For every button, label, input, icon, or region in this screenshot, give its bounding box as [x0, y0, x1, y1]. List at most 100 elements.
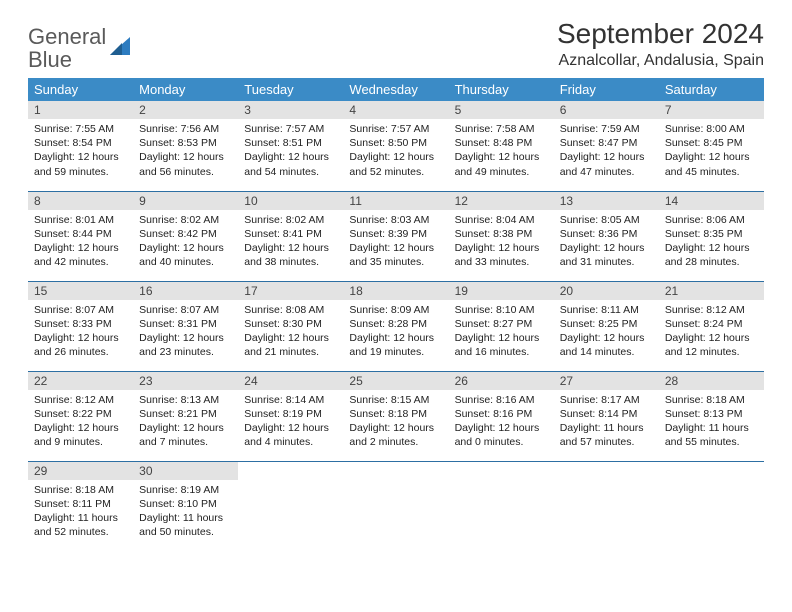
calendar-cell: 1Sunrise: 7:55 AMSunset: 8:54 PMDaylight…: [28, 101, 133, 191]
day-details: Sunrise: 8:06 AMSunset: 8:35 PMDaylight:…: [659, 210, 764, 274]
day-details: Sunrise: 8:19 AMSunset: 8:10 PMDaylight:…: [133, 480, 238, 544]
calendar-cell: 19Sunrise: 8:10 AMSunset: 8:27 PMDayligh…: [449, 281, 554, 371]
calendar-cell: 28Sunrise: 8:18 AMSunset: 8:13 PMDayligh…: [659, 371, 764, 461]
calendar-cell: 9Sunrise: 8:02 AMSunset: 8:42 PMDaylight…: [133, 191, 238, 281]
day-details: Sunrise: 7:56 AMSunset: 8:53 PMDaylight:…: [133, 119, 238, 183]
day-details: Sunrise: 8:08 AMSunset: 8:30 PMDaylight:…: [238, 300, 343, 364]
calendar-row: 8Sunrise: 8:01 AMSunset: 8:44 PMDaylight…: [28, 191, 764, 281]
weekday-header: Wednesday: [343, 78, 448, 101]
day-number: 15: [28, 282, 133, 300]
weekday-header: Monday: [133, 78, 238, 101]
day-details: Sunrise: 8:14 AMSunset: 8:19 PMDaylight:…: [238, 390, 343, 454]
calendar-cell: 5Sunrise: 7:58 AMSunset: 8:48 PMDaylight…: [449, 101, 554, 191]
day-number: 8: [28, 192, 133, 210]
day-number: 13: [554, 192, 659, 210]
day-details: Sunrise: 7:57 AMSunset: 8:50 PMDaylight:…: [343, 119, 448, 183]
calendar-row: 29Sunrise: 8:18 AMSunset: 8:11 PMDayligh…: [28, 461, 764, 551]
day-number: 20: [554, 282, 659, 300]
day-details: Sunrise: 7:57 AMSunset: 8:51 PMDaylight:…: [238, 119, 343, 183]
day-number: 18: [343, 282, 448, 300]
calendar-cell: 23Sunrise: 8:13 AMSunset: 8:21 PMDayligh…: [133, 371, 238, 461]
logo-text: General Blue: [28, 26, 106, 72]
day-details: Sunrise: 8:03 AMSunset: 8:39 PMDaylight:…: [343, 210, 448, 274]
logo-sail-icon: [108, 33, 134, 59]
day-number: 24: [238, 372, 343, 390]
day-details: Sunrise: 8:02 AMSunset: 8:42 PMDaylight:…: [133, 210, 238, 274]
calendar-cell: 21Sunrise: 8:12 AMSunset: 8:24 PMDayligh…: [659, 281, 764, 371]
logo-text-gray: General: [28, 24, 106, 49]
day-details: Sunrise: 7:58 AMSunset: 8:48 PMDaylight:…: [449, 119, 554, 183]
calendar-cell: 22Sunrise: 8:12 AMSunset: 8:22 PMDayligh…: [28, 371, 133, 461]
day-number: 25: [343, 372, 448, 390]
day-details: Sunrise: 8:07 AMSunset: 8:31 PMDaylight:…: [133, 300, 238, 364]
day-number: 16: [133, 282, 238, 300]
day-number: 22: [28, 372, 133, 390]
calendar-cell: [238, 461, 343, 551]
day-number: 11: [343, 192, 448, 210]
location-text: Aznalcollar, Andalusia, Spain: [557, 52, 764, 70]
day-number: 23: [133, 372, 238, 390]
calendar-cell: 6Sunrise: 7:59 AMSunset: 8:47 PMDaylight…: [554, 101, 659, 191]
day-details: Sunrise: 8:10 AMSunset: 8:27 PMDaylight:…: [449, 300, 554, 364]
calendar-row: 15Sunrise: 8:07 AMSunset: 8:33 PMDayligh…: [28, 281, 764, 371]
calendar-cell: [449, 461, 554, 551]
day-details: Sunrise: 8:09 AMSunset: 8:28 PMDaylight:…: [343, 300, 448, 364]
calendar-table: SundayMondayTuesdayWednesdayThursdayFrid…: [28, 78, 764, 551]
calendar-cell: 29Sunrise: 8:18 AMSunset: 8:11 PMDayligh…: [28, 461, 133, 551]
calendar-cell: 8Sunrise: 8:01 AMSunset: 8:44 PMDaylight…: [28, 191, 133, 281]
calendar-cell: 20Sunrise: 8:11 AMSunset: 8:25 PMDayligh…: [554, 281, 659, 371]
day-details: Sunrise: 8:18 AMSunset: 8:11 PMDaylight:…: [28, 480, 133, 544]
day-number: 27: [554, 372, 659, 390]
calendar-cell: [343, 461, 448, 551]
calendar-cell: [659, 461, 764, 551]
day-number: 12: [449, 192, 554, 210]
calendar-cell: 10Sunrise: 8:02 AMSunset: 8:41 PMDayligh…: [238, 191, 343, 281]
calendar-cell: 16Sunrise: 8:07 AMSunset: 8:31 PMDayligh…: [133, 281, 238, 371]
calendar-page: General Blue September 2024 Aznalcollar,…: [0, 0, 792, 569]
day-details: Sunrise: 7:55 AMSunset: 8:54 PMDaylight:…: [28, 119, 133, 183]
day-number: 29: [28, 462, 133, 480]
calendar-head: SundayMondayTuesdayWednesdayThursdayFrid…: [28, 78, 764, 101]
calendar-cell: 14Sunrise: 8:06 AMSunset: 8:35 PMDayligh…: [659, 191, 764, 281]
day-details: Sunrise: 8:12 AMSunset: 8:22 PMDaylight:…: [28, 390, 133, 454]
day-number: 9: [133, 192, 238, 210]
day-number: 14: [659, 192, 764, 210]
day-details: Sunrise: 8:04 AMSunset: 8:38 PMDaylight:…: [449, 210, 554, 274]
title-block: September 2024 Aznalcollar, Andalusia, S…: [557, 18, 764, 70]
day-number: 21: [659, 282, 764, 300]
calendar-cell: 15Sunrise: 8:07 AMSunset: 8:33 PMDayligh…: [28, 281, 133, 371]
calendar-cell: 4Sunrise: 7:57 AMSunset: 8:50 PMDaylight…: [343, 101, 448, 191]
day-details: Sunrise: 8:15 AMSunset: 8:18 PMDaylight:…: [343, 390, 448, 454]
weekday-header: Thursday: [449, 78, 554, 101]
calendar-cell: 17Sunrise: 8:08 AMSunset: 8:30 PMDayligh…: [238, 281, 343, 371]
day-number: 3: [238, 101, 343, 119]
calendar-cell: 3Sunrise: 7:57 AMSunset: 8:51 PMDaylight…: [238, 101, 343, 191]
brand-logo: General Blue: [28, 26, 134, 72]
day-number: 7: [659, 101, 764, 119]
day-details: Sunrise: 7:59 AMSunset: 8:47 PMDaylight:…: [554, 119, 659, 183]
day-number: 26: [449, 372, 554, 390]
header: General Blue September 2024 Aznalcollar,…: [28, 18, 764, 72]
calendar-cell: 13Sunrise: 8:05 AMSunset: 8:36 PMDayligh…: [554, 191, 659, 281]
day-number: 28: [659, 372, 764, 390]
calendar-body: 1Sunrise: 7:55 AMSunset: 8:54 PMDaylight…: [28, 101, 764, 551]
day-details: Sunrise: 8:01 AMSunset: 8:44 PMDaylight:…: [28, 210, 133, 274]
calendar-cell: 26Sunrise: 8:16 AMSunset: 8:16 PMDayligh…: [449, 371, 554, 461]
calendar-row: 22Sunrise: 8:12 AMSunset: 8:22 PMDayligh…: [28, 371, 764, 461]
weekday-header: Sunday: [28, 78, 133, 101]
day-number: 5: [449, 101, 554, 119]
day-number: 1: [28, 101, 133, 119]
day-details: Sunrise: 8:12 AMSunset: 8:24 PMDaylight:…: [659, 300, 764, 364]
day-details: Sunrise: 8:00 AMSunset: 8:45 PMDaylight:…: [659, 119, 764, 183]
weekday-header: Friday: [554, 78, 659, 101]
calendar-cell: 27Sunrise: 8:17 AMSunset: 8:14 PMDayligh…: [554, 371, 659, 461]
calendar-cell: 7Sunrise: 8:00 AMSunset: 8:45 PMDaylight…: [659, 101, 764, 191]
month-title: September 2024: [557, 18, 764, 50]
calendar-cell: 24Sunrise: 8:14 AMSunset: 8:19 PMDayligh…: [238, 371, 343, 461]
calendar-cell: 30Sunrise: 8:19 AMSunset: 8:10 PMDayligh…: [133, 461, 238, 551]
day-details: Sunrise: 8:18 AMSunset: 8:13 PMDaylight:…: [659, 390, 764, 454]
calendar-cell: [554, 461, 659, 551]
day-details: Sunrise: 8:05 AMSunset: 8:36 PMDaylight:…: [554, 210, 659, 274]
calendar-cell: 18Sunrise: 8:09 AMSunset: 8:28 PMDayligh…: [343, 281, 448, 371]
day-details: Sunrise: 8:17 AMSunset: 8:14 PMDaylight:…: [554, 390, 659, 454]
